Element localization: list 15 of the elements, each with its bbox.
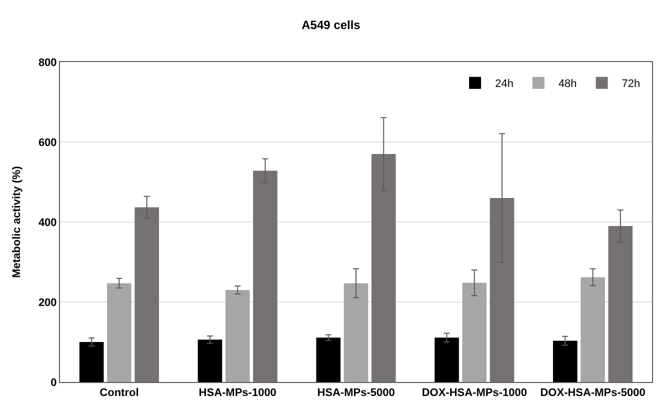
y-tick-label: 0 — [50, 376, 57, 389]
legend-label: 72h — [622, 78, 640, 90]
x-tick-label: HSA-MPs-5000 — [317, 387, 395, 400]
x-tick-label: DOX-HSA-MPs-1000 — [422, 387, 527, 400]
y-tick-label: 400 — [38, 216, 57, 229]
legend-label: 48h — [558, 78, 577, 90]
chart-title: A549 cells — [302, 18, 361, 32]
y-tick-label: 800 — [38, 56, 57, 69]
y-tick-label: 600 — [38, 136, 57, 149]
y-tick-label: 200 — [38, 296, 57, 309]
x-tick-label: DOX-HSA-MPs-5000 — [540, 387, 646, 400]
y-axis-title: Metabolic activity (%) — [11, 166, 24, 278]
x-tick-label: Control — [100, 387, 139, 400]
x-tick-label: HSA-MPs-1000 — [198, 387, 276, 400]
legend-label: 24h — [495, 78, 514, 90]
